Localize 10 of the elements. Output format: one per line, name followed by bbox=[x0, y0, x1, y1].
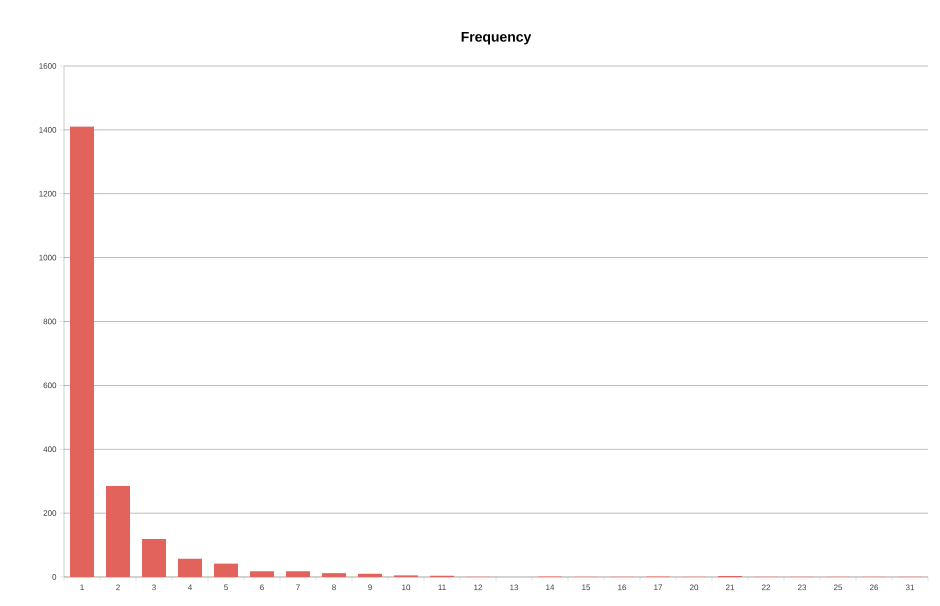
bar bbox=[142, 538, 166, 577]
bar bbox=[250, 571, 274, 577]
bar bbox=[358, 574, 382, 577]
bar bbox=[286, 571, 310, 577]
chart-title: Frequency bbox=[462, 32, 532, 44]
bar bbox=[178, 558, 202, 577]
bar bbox=[106, 486, 130, 577]
bar bbox=[322, 573, 346, 577]
bar bbox=[214, 564, 238, 577]
bar bbox=[70, 126, 94, 577]
